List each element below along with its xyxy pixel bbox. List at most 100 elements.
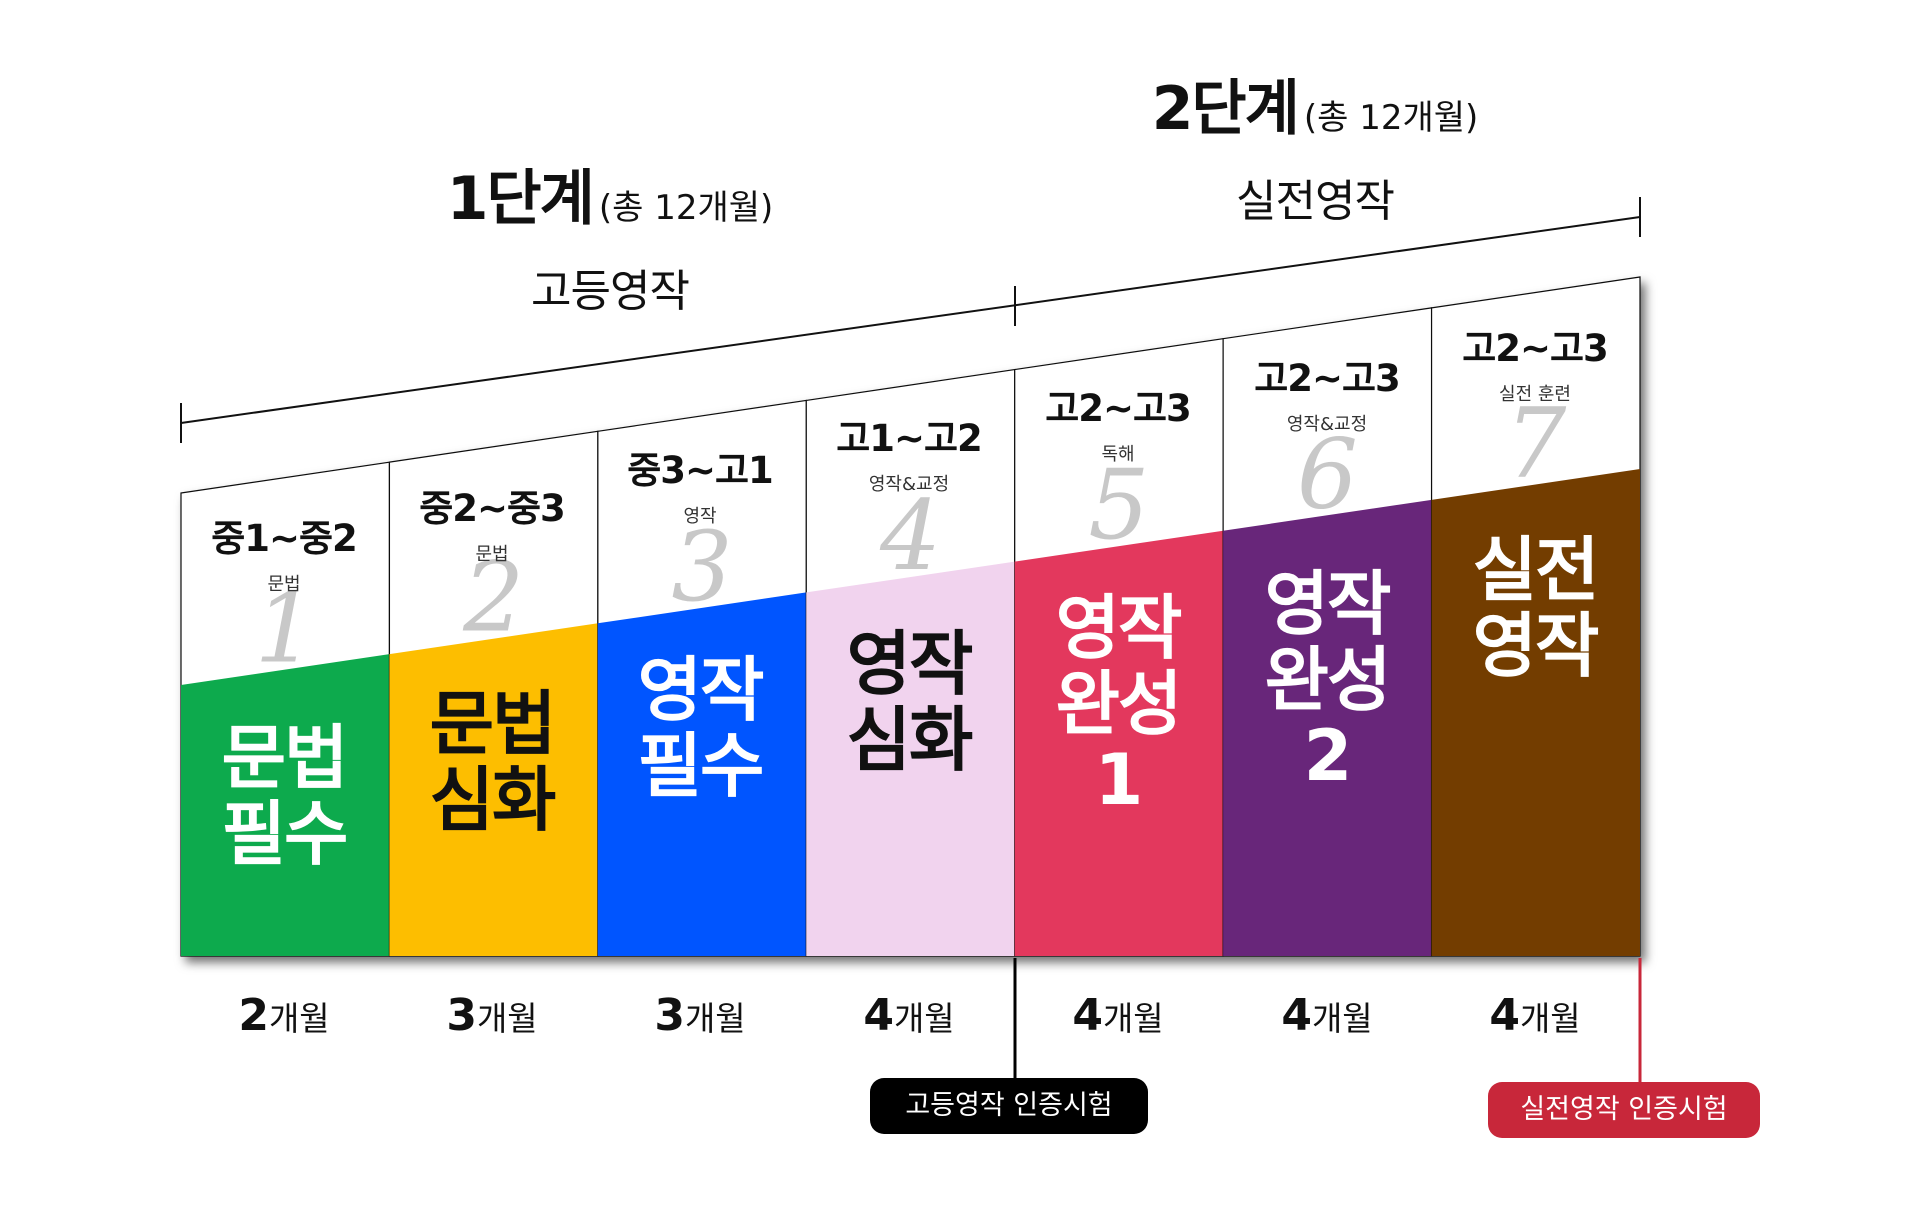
step-7-duration: 4개월 bbox=[1432, 990, 1638, 1041]
step-color-band bbox=[181, 654, 390, 956]
stage-1-title: 1단계 bbox=[446, 164, 595, 234]
step-4-duration: 4개월 bbox=[806, 990, 1012, 1041]
step-2-box bbox=[388, 430, 599, 957]
step-6-box bbox=[1222, 307, 1433, 957]
step-1-box bbox=[180, 461, 391, 957]
step-6-title-line: 완성 bbox=[1264, 639, 1392, 721]
exam-badge-high-school: 고등영작 인증시험 bbox=[870, 1078, 1148, 1134]
step-6-title-line: 2 bbox=[1303, 715, 1353, 797]
step-2-months: 3 bbox=[446, 990, 477, 1041]
step-1-course: 문법 bbox=[267, 574, 301, 595]
step-7-course: 실전 훈련 bbox=[1499, 384, 1571, 405]
step-number-watermark: 4 bbox=[879, 480, 941, 592]
stage-1-total: (총 12개월) bbox=[598, 188, 774, 228]
step-1-title-line: 문법 bbox=[221, 717, 349, 799]
step-5-header: 고2~고3 독해 bbox=[1015, 378, 1221, 466]
step-4-course: 영작&교정 bbox=[868, 474, 950, 495]
step-6-months: 4 bbox=[1281, 990, 1312, 1041]
step-3-title-line: 영작 bbox=[637, 649, 765, 731]
exam-badge-label: 실전영작 인증시험 bbox=[1520, 1094, 1728, 1125]
step-4-title-line: 심화 bbox=[846, 699, 974, 781]
step-5-box bbox=[1014, 338, 1224, 957]
step-1-unit: 개월 bbox=[268, 999, 330, 1038]
step-2-header: 중2~중3 문법 bbox=[389, 478, 595, 566]
step-number-watermark: 6 bbox=[1297, 418, 1358, 530]
step-2-title-line: 문법 bbox=[429, 683, 557, 765]
step-4-title-line: 영작 bbox=[846, 623, 974, 705]
step-2-duration: 3개월 bbox=[389, 990, 595, 1041]
step-5-unit: 개월 bbox=[1102, 999, 1164, 1038]
step-3-unit: 개월 bbox=[684, 999, 746, 1038]
step-color-band bbox=[389, 623, 598, 956]
step-2-unit: 개월 bbox=[476, 999, 538, 1038]
step-7-grade: 고2~고3 bbox=[1462, 327, 1609, 370]
step-6-course: 영작&교정 bbox=[1286, 414, 1368, 435]
stage-1-heading: 1단계 (총 12개월) 고등영작 bbox=[390, 150, 830, 319]
step-number-watermark: 3 bbox=[672, 511, 733, 623]
step-3-title: 영작 필수 bbox=[597, 652, 803, 804]
step-5-title-line: 완성 bbox=[1055, 663, 1183, 745]
step-4-title: 영작 심화 bbox=[806, 626, 1012, 778]
step-5-title-line: 영작 bbox=[1055, 587, 1183, 669]
step-7-months: 4 bbox=[1489, 990, 1520, 1041]
step-1-title: 문법 필수 bbox=[181, 720, 387, 872]
step-color-band bbox=[597, 592, 807, 956]
step-2-grade: 중2~중3 bbox=[419, 487, 566, 530]
step-5-grade: 고2~고3 bbox=[1045, 387, 1192, 430]
step-color-band bbox=[806, 561, 1015, 956]
step-1-months: 2 bbox=[238, 990, 269, 1041]
step-3-title-line: 필수 bbox=[637, 725, 765, 807]
step-4-unit: 개월 bbox=[893, 999, 955, 1038]
step-3-grade: 중3~고1 bbox=[627, 449, 774, 492]
stage-2-total: (총 12개월) bbox=[1303, 98, 1479, 138]
step-3-box bbox=[597, 399, 807, 957]
stage-bracket-line bbox=[180, 216, 1641, 424]
stage-2-title: 2단계 bbox=[1151, 74, 1300, 144]
step-color-band bbox=[1431, 469, 1640, 956]
exam-badge-practical: 실전영작 인증시험 bbox=[1488, 1082, 1760, 1138]
step-2-title-line: 심화 bbox=[429, 759, 557, 841]
step-number-watermark: 7 bbox=[1505, 387, 1566, 499]
step-4-months: 4 bbox=[863, 990, 894, 1041]
stage-2-heading: 2단계 (총 12개월) 실전영작 bbox=[1090, 60, 1540, 229]
step-2-title: 문법 심화 bbox=[389, 686, 595, 838]
step-number-watermark: 2 bbox=[462, 542, 524, 654]
step-4-grade: 고1~고2 bbox=[836, 417, 983, 460]
step-6-title: 영작 완성 2 bbox=[1224, 566, 1430, 794]
step-1-title-line: 필수 bbox=[221, 793, 349, 875]
step-7-box bbox=[1430, 276, 1641, 957]
step-7-header: 고2~고3 실전 훈련 bbox=[1432, 318, 1638, 406]
step-color-band bbox=[1223, 499, 1432, 956]
step-4-box bbox=[805, 368, 1016, 957]
step-6-unit: 개월 bbox=[1311, 999, 1373, 1038]
exam-badge-label: 고등영작 인증시험 bbox=[905, 1090, 1113, 1121]
step-5-title: 영작 완성 1 bbox=[1015, 590, 1221, 818]
stage-1-name: 고등영작 bbox=[531, 266, 690, 317]
step-6-grade: 고2~고3 bbox=[1254, 357, 1401, 400]
step-number-watermark: 5 bbox=[1088, 449, 1149, 561]
step-3-duration: 3개월 bbox=[597, 990, 803, 1041]
step-1-grade: 중1~중2 bbox=[211, 517, 358, 560]
step-number-watermark: 1 bbox=[255, 573, 316, 685]
step-6-header: 고2~고3 영작&교정 bbox=[1224, 348, 1430, 436]
step-6-title-line: 영작 bbox=[1264, 563, 1392, 645]
step-7-title: 실전 영작 bbox=[1432, 532, 1638, 684]
step-7-title-line: 영작 bbox=[1472, 605, 1600, 687]
step-5-months: 4 bbox=[1072, 990, 1103, 1041]
step-7-title-line: 실전 bbox=[1472, 529, 1600, 611]
step-7-unit: 개월 bbox=[1519, 999, 1581, 1038]
stage-2-name: 실전영작 bbox=[1236, 176, 1395, 227]
step-2-course: 문법 bbox=[475, 544, 509, 565]
step-3-course: 영작 bbox=[683, 506, 717, 527]
step-5-title-line: 1 bbox=[1094, 739, 1144, 821]
step-6-duration: 4개월 bbox=[1224, 990, 1430, 1041]
step-5-course: 독해 bbox=[1101, 444, 1135, 465]
step-5-duration: 4개월 bbox=[1015, 990, 1221, 1041]
step-3-months: 3 bbox=[654, 990, 685, 1041]
step-color-band bbox=[1014, 530, 1224, 956]
step-4-header: 고1~고2 영작&교정 bbox=[806, 408, 1012, 496]
step-1-header: 중1~중2 문법 bbox=[181, 508, 387, 596]
step-3-header: 중3~고1 영작 bbox=[597, 440, 803, 528]
